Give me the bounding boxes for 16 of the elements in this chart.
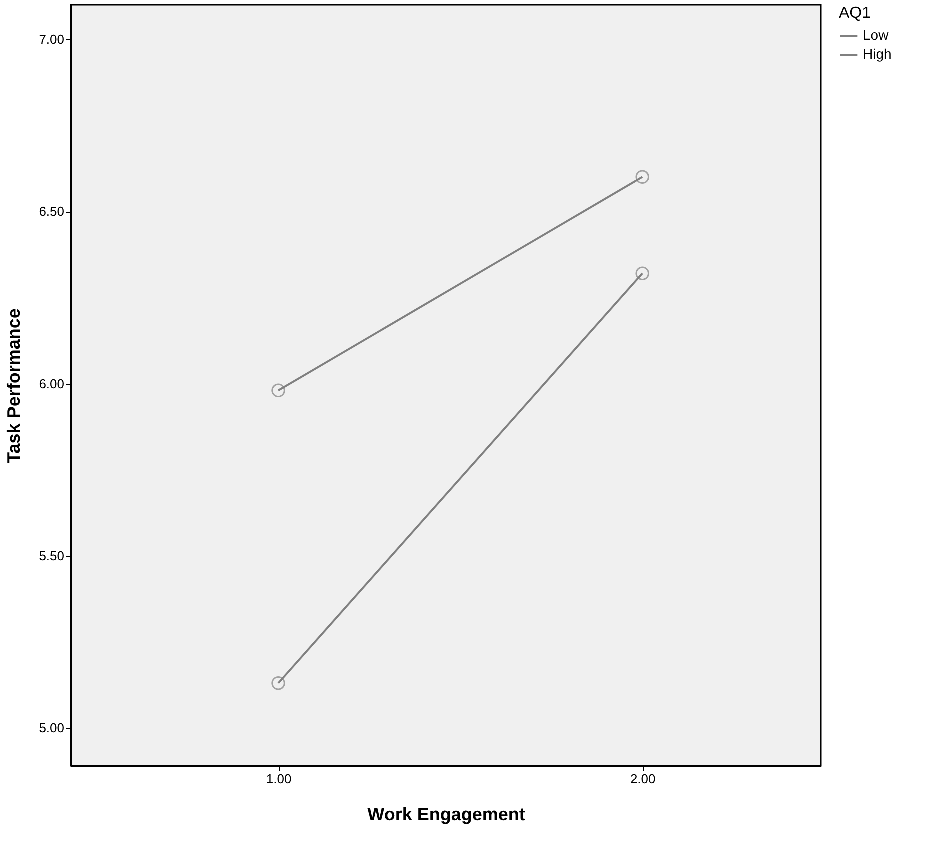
point bbox=[272, 676, 286, 690]
point bbox=[272, 384, 286, 398]
y-tick-label: 6.00 bbox=[39, 376, 64, 392]
legend-label: High bbox=[863, 46, 892, 62]
point bbox=[636, 170, 650, 184]
y-tick-label: 5.00 bbox=[39, 720, 64, 736]
y-tick-label: 6.50 bbox=[39, 204, 64, 220]
legend-title: AQ1 bbox=[839, 5, 872, 22]
point bbox=[636, 266, 650, 280]
y-tick-label: 7.00 bbox=[39, 32, 64, 47]
y-tick-label: 5.50 bbox=[39, 548, 64, 564]
x-tick-label: 1.00 bbox=[266, 772, 292, 786]
legend-label: Low bbox=[863, 27, 890, 43]
x-tick-label: 2.00 bbox=[630, 772, 656, 786]
y-axis-title: Task Performance bbox=[4, 308, 24, 464]
x-axis-title: Work Engagement bbox=[368, 804, 526, 824]
